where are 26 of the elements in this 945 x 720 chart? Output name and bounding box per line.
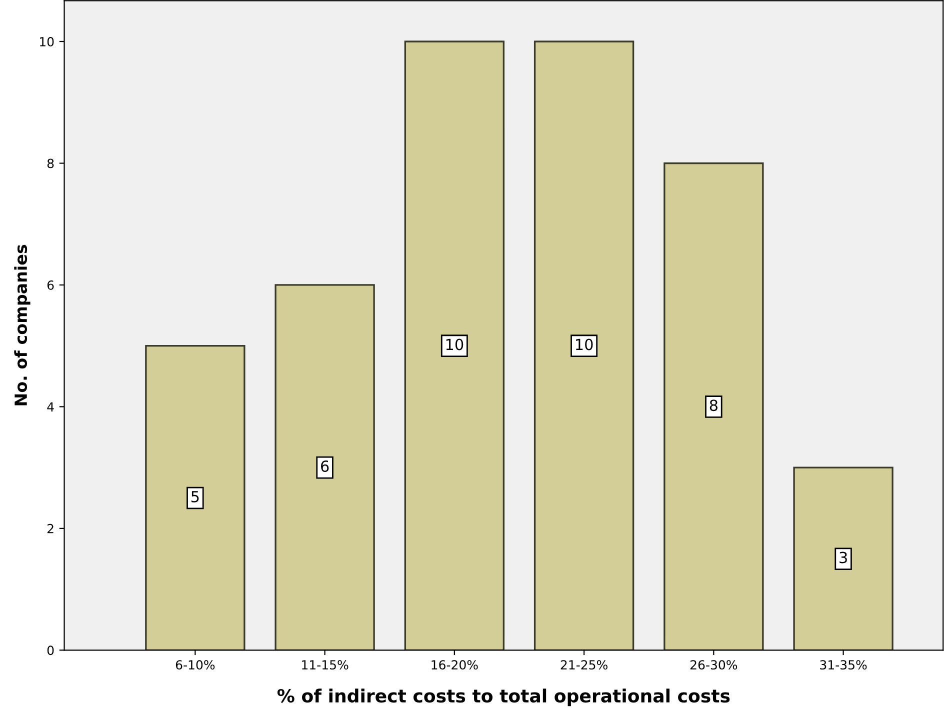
data-label: 8 xyxy=(710,400,718,412)
bar xyxy=(145,344,246,650)
y-axis-title: No. of companies xyxy=(14,244,30,406)
y-tick-label: 10 xyxy=(40,36,54,46)
y-tick-label: 8 xyxy=(47,158,54,168)
y-tick-label: 0 xyxy=(47,646,54,656)
bar xyxy=(404,40,505,650)
bar xyxy=(793,466,894,650)
y-tick-label: 2 xyxy=(48,524,54,534)
x-tick-label: 11-15% xyxy=(302,660,348,670)
x-tick-label: 6-10% xyxy=(176,660,215,670)
x-axis-title: % of indirect costs to total operational costs xyxy=(277,688,730,706)
bar xyxy=(534,40,634,650)
bar xyxy=(274,284,375,650)
data-label: 5 xyxy=(192,491,199,502)
y-tick-label: 4 xyxy=(47,402,54,412)
data-label: 10 xyxy=(446,338,464,350)
data-label: 3 xyxy=(840,552,847,564)
x-tick-label: 16-20% xyxy=(432,660,478,670)
data-label: 6 xyxy=(321,460,329,472)
x-tick-label: 31-35% xyxy=(820,660,867,670)
data-label: 10 xyxy=(576,338,593,350)
x-tick-label: 21-25% xyxy=(560,660,608,670)
x-tick-label: 26-30% xyxy=(690,660,738,670)
bar xyxy=(664,162,764,650)
y-tick-label: 6 xyxy=(47,280,54,290)
